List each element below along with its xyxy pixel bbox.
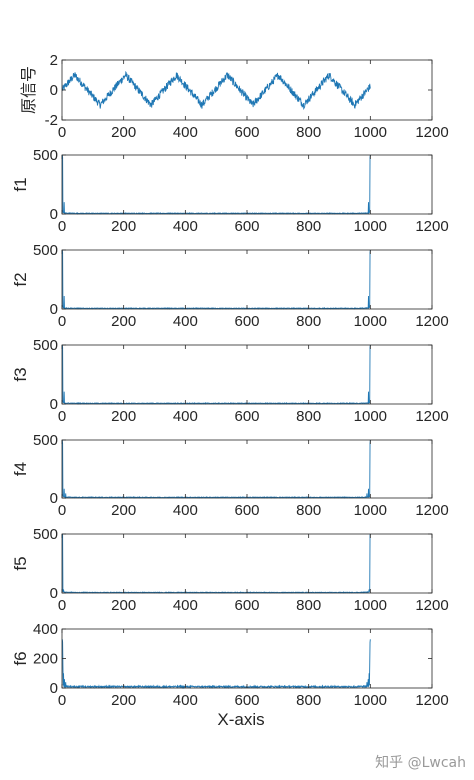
x-tick-label: 600 bbox=[234, 597, 259, 614]
x-tick-label: 0 bbox=[58, 124, 66, 141]
y-axis-label: f4 bbox=[11, 462, 30, 476]
axes-frame bbox=[61, 59, 433, 121]
x-tick-label: 1000 bbox=[354, 597, 387, 614]
y-tick-label: 200 bbox=[33, 651, 58, 668]
axes-frame bbox=[61, 249, 433, 310]
x-tick-label: 200 bbox=[111, 692, 136, 709]
y-tick-label: 0 bbox=[50, 490, 58, 507]
x-tick-label: 800 bbox=[296, 692, 321, 709]
y-tick-label: 500 bbox=[33, 147, 58, 164]
x-tick-label: 1200 bbox=[415, 124, 448, 141]
series-line-2 bbox=[61, 154, 371, 215]
y-tick-label: -2 bbox=[45, 112, 58, 129]
x-tick-label: 0 bbox=[58, 218, 66, 235]
x-tick-label: 1200 bbox=[415, 692, 448, 709]
x-tick-label: 200 bbox=[111, 313, 136, 330]
x-tick-label: 400 bbox=[173, 313, 198, 330]
x-tick-label: 1200 bbox=[415, 218, 448, 235]
y-tick-label: 400 bbox=[33, 621, 58, 638]
y-tick-label: 0 bbox=[50, 82, 58, 99]
x-tick-label: 200 bbox=[111, 408, 136, 425]
x-tick-label: 0 bbox=[58, 313, 66, 330]
axes-frame bbox=[61, 154, 433, 215]
y-tick-label: 0 bbox=[50, 206, 58, 223]
x-tick-label: 800 bbox=[296, 124, 321, 141]
x-tick-label: 400 bbox=[173, 218, 198, 235]
y-axis-label: f1 bbox=[11, 177, 30, 191]
x-tick-label: 1000 bbox=[354, 692, 387, 709]
x-tick-label: 800 bbox=[296, 502, 321, 519]
y-axis-label: f5 bbox=[11, 556, 30, 570]
y-tick-label: 2 bbox=[50, 52, 58, 69]
x-tick-label: 600 bbox=[234, 218, 259, 235]
x-tick-label: 400 bbox=[173, 502, 198, 519]
x-tick-label: 1200 bbox=[415, 313, 448, 330]
y-axis-label: f6 bbox=[11, 651, 30, 665]
axes-frame bbox=[61, 439, 433, 499]
y-tick-label: 500 bbox=[33, 337, 58, 354]
x-tick-label: 400 bbox=[173, 692, 198, 709]
x-tick-label: 400 bbox=[173, 597, 198, 614]
x-tick-label: 600 bbox=[234, 408, 259, 425]
x-tick-label: 400 bbox=[173, 408, 198, 425]
y-tick-label: 500 bbox=[33, 526, 58, 543]
axes-frame bbox=[61, 344, 433, 405]
x-tick-label: 200 bbox=[111, 124, 136, 141]
x-axis-label: X-axis bbox=[217, 710, 264, 729]
x-tick-label: 1000 bbox=[354, 218, 387, 235]
series-line-4 bbox=[61, 344, 371, 405]
x-tick-label: 600 bbox=[234, 692, 259, 709]
series-line-6 bbox=[61, 533, 371, 594]
x-tick-label: 800 bbox=[296, 408, 321, 425]
x-tick-label: 400 bbox=[173, 124, 198, 141]
x-tick-label: 0 bbox=[58, 597, 66, 614]
series-line-7 bbox=[61, 639, 371, 690]
watermark: 知乎 @Lwcah bbox=[375, 755, 466, 771]
x-tick-label: 0 bbox=[58, 502, 66, 519]
x-tick-label: 1200 bbox=[415, 408, 448, 425]
x-tick-label: 200 bbox=[111, 218, 136, 235]
y-tick-label: 0 bbox=[50, 396, 58, 413]
x-tick-label: 1200 bbox=[415, 502, 448, 519]
axes-frame bbox=[61, 628, 433, 689]
x-tick-label: 600 bbox=[234, 124, 259, 141]
x-tick-label: 600 bbox=[234, 313, 259, 330]
x-tick-label: 1000 bbox=[354, 502, 387, 519]
x-tick-label: 1000 bbox=[354, 124, 387, 141]
x-tick-label: 1000 bbox=[354, 408, 387, 425]
series-line-5 bbox=[61, 439, 371, 500]
x-tick-label: 0 bbox=[58, 692, 66, 709]
x-tick-label: 800 bbox=[296, 218, 321, 235]
x-tick-label: 200 bbox=[111, 597, 136, 614]
axes-frame bbox=[61, 533, 433, 594]
x-tick-label: 600 bbox=[234, 502, 259, 519]
y-tick-label: 0 bbox=[50, 301, 58, 318]
x-tick-label: 800 bbox=[296, 597, 321, 614]
x-tick-label: 1200 bbox=[415, 597, 448, 614]
y-tick-label: 0 bbox=[50, 585, 58, 602]
y-tick-label: 500 bbox=[33, 242, 58, 259]
y-axis-label: f3 bbox=[11, 367, 30, 381]
x-tick-label: 200 bbox=[111, 502, 136, 519]
x-tick-label: 800 bbox=[296, 313, 321, 330]
x-tick-label: 0 bbox=[58, 408, 66, 425]
series-line-3 bbox=[61, 249, 371, 310]
y-tick-label: 500 bbox=[33, 432, 58, 449]
x-tick-label: 1000 bbox=[354, 313, 387, 330]
y-axis-label: 原信号 bbox=[19, 66, 38, 114]
y-axis-label: f2 bbox=[11, 272, 30, 286]
series-line-1 bbox=[61, 70, 371, 110]
y-tick-label: 0 bbox=[50, 680, 58, 697]
